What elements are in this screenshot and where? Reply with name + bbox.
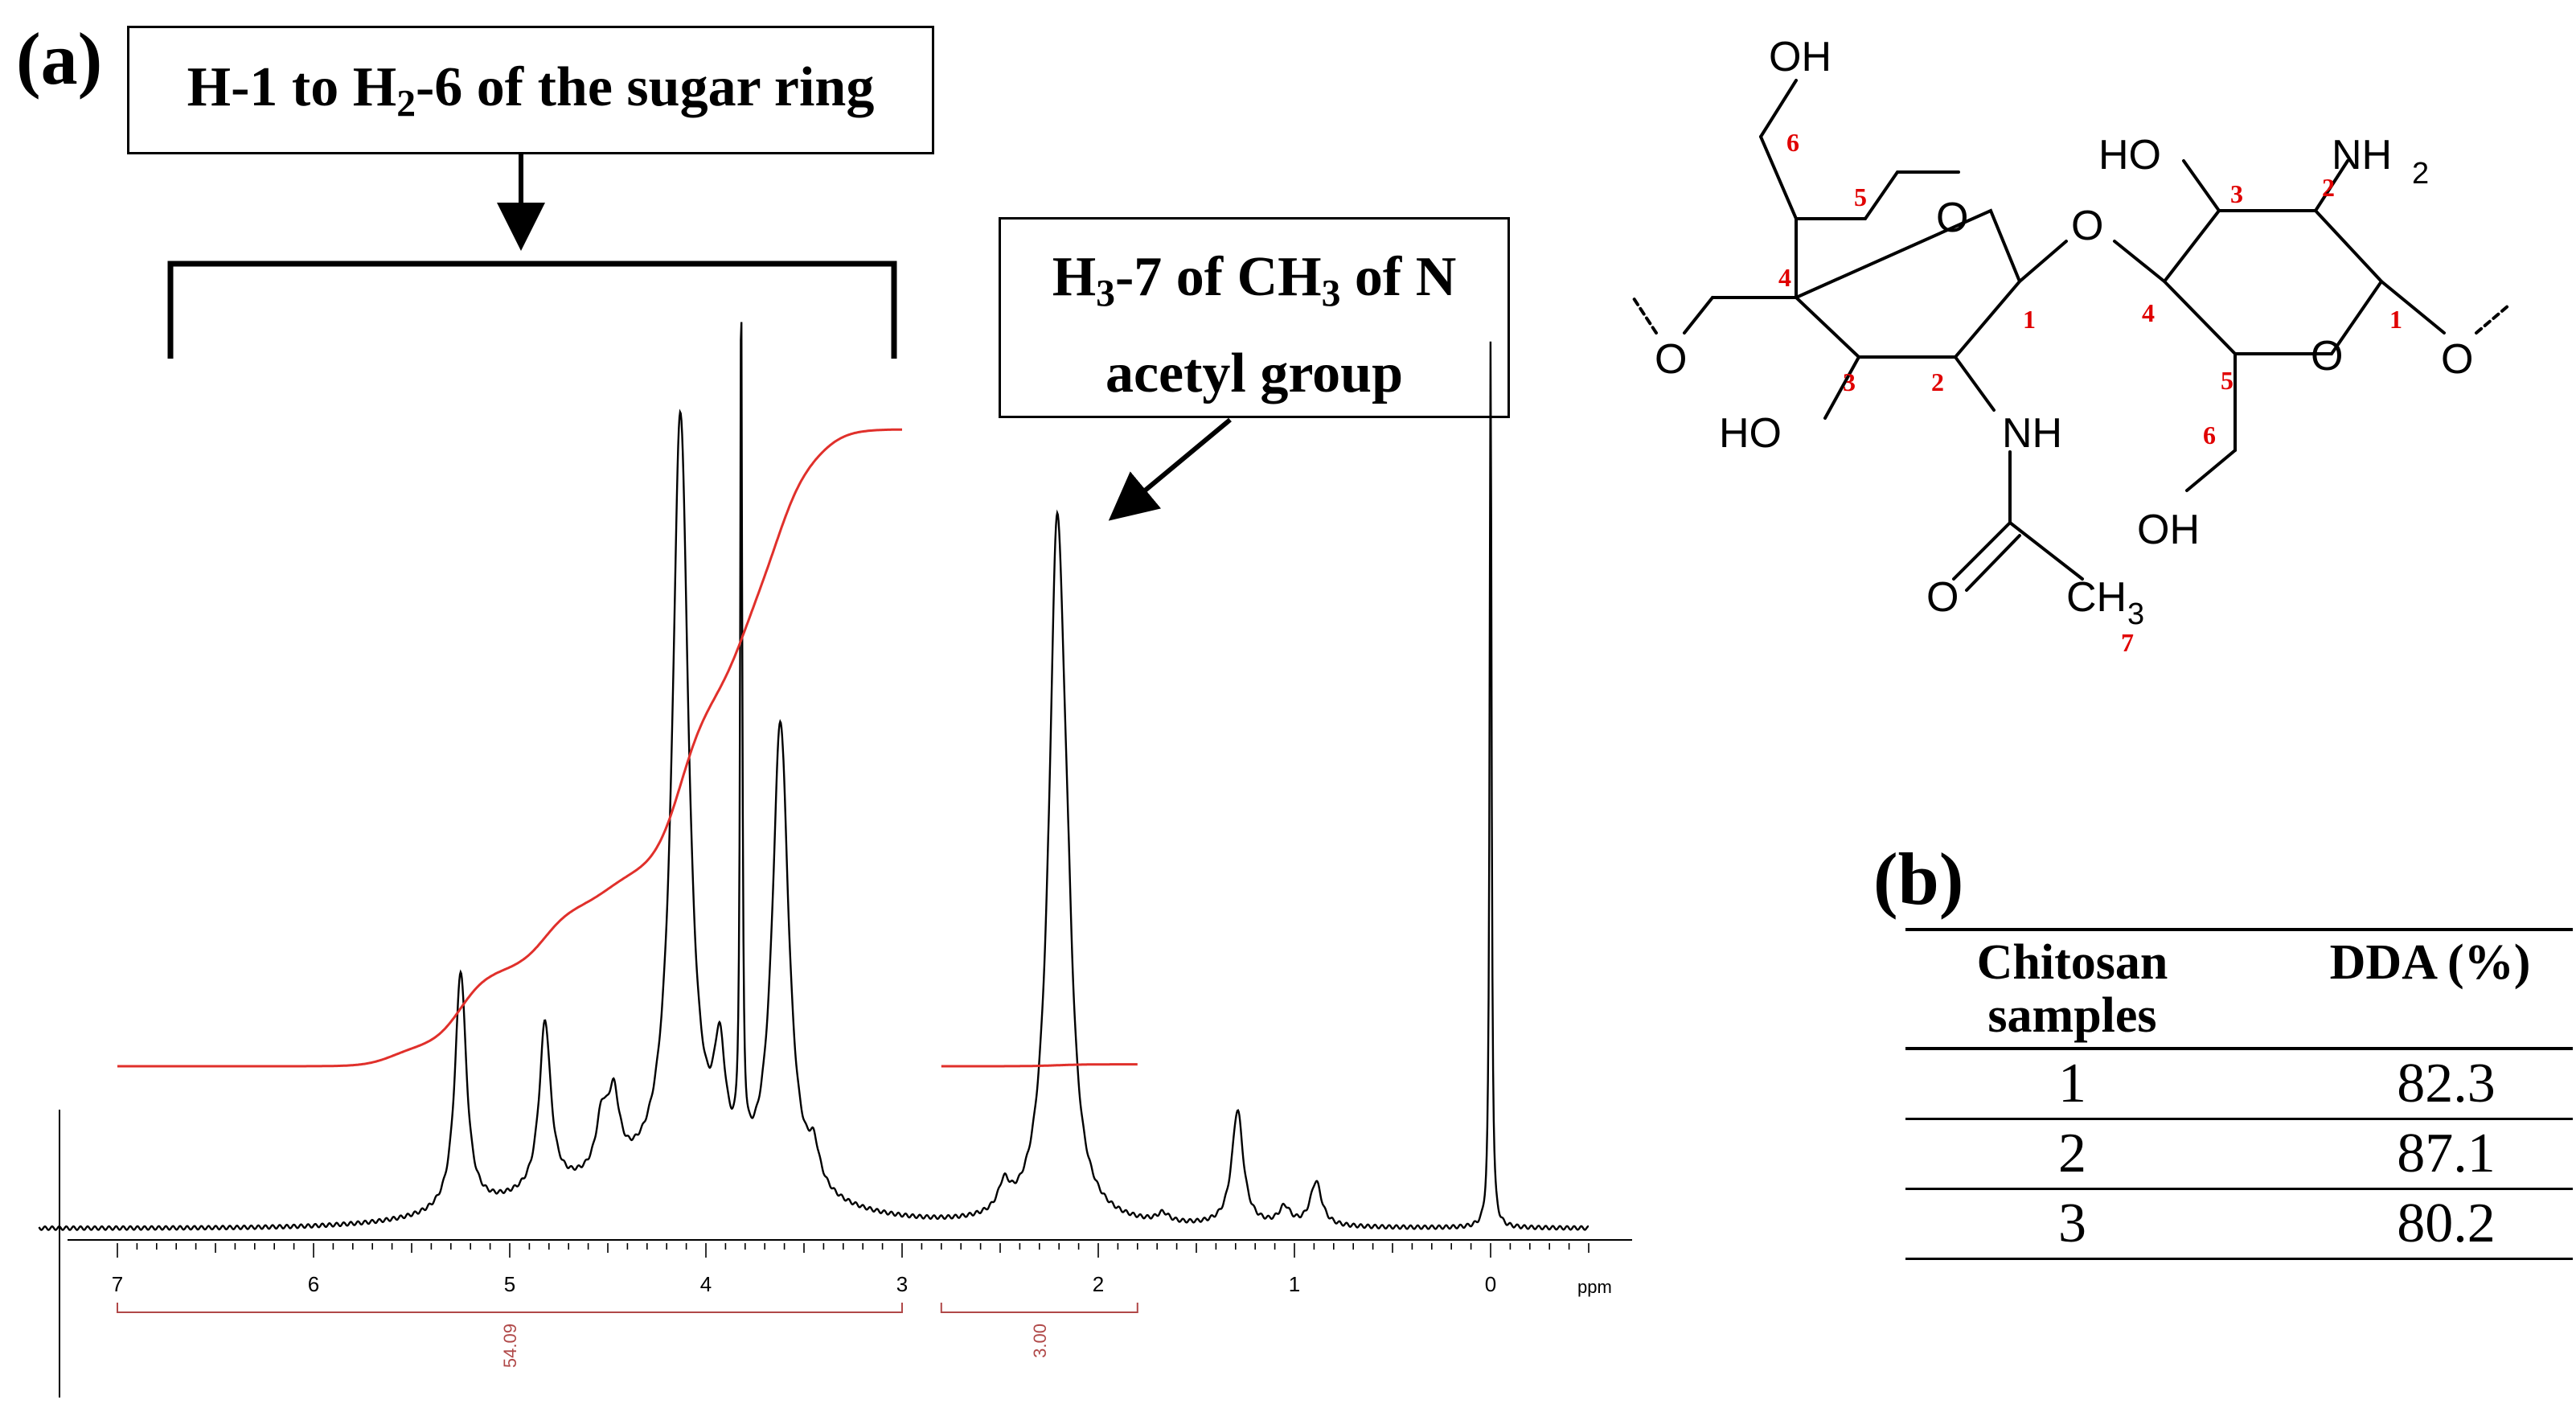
o-left-bond: [1683, 296, 1714, 335]
atom-ho-left: HO: [1719, 410, 1782, 457]
carbon-number: 1: [2023, 305, 2036, 334]
integral-brackets: 54.09 3.00: [117, 1303, 1138, 1368]
x-axis-unit: ppm: [1577, 1277, 1612, 1297]
x-tick-label: 7: [112, 1272, 123, 1296]
x-tick-label: 1: [1289, 1272, 1300, 1296]
callout-sugar-sub: 2: [396, 83, 416, 125]
callout-sugar-ring: H-1 to H2-6 of the sugar ring: [127, 26, 934, 154]
c2-nh2-bond: [2314, 159, 2349, 212]
header-line: samples: [1987, 988, 2157, 1043]
callout-sugar-suffix: -6 of the sugar ring: [415, 56, 875, 118]
carbon-number: 6: [1786, 128, 1799, 157]
x-tick-label: 5: [504, 1272, 515, 1296]
atom-ch3: CH: [2066, 574, 2127, 621]
glycosidic-bond-2: [2113, 240, 2166, 283]
atom-o-left: O: [1655, 336, 1687, 383]
panel-a-label: (a): [16, 18, 103, 100]
spectrum-plot: 7 6 5 4 3 2 1 0 ppm 54.09 3.00: [38, 322, 1632, 1398]
c6-bond: [1759, 135, 1798, 220]
carbon-number: 3: [1843, 367, 1856, 396]
x-tick-label: 4: [700, 1272, 712, 1296]
carbon-number: 7: [2121, 628, 2134, 657]
atom-o-carbonyl: O: [1926, 574, 1959, 621]
atom-ho-right: HO: [2098, 132, 2161, 179]
carbon-number: 5: [2221, 366, 2233, 395]
x-tick-label: 6: [308, 1272, 319, 1296]
atom-nh2-sub: 2: [2412, 157, 2429, 191]
integral-bracket: [117, 1303, 903, 1313]
atom-nh-left: NH: [2002, 410, 2062, 457]
integral-value: 54.09: [500, 1324, 520, 1368]
x-tick-label: 0: [1485, 1272, 1496, 1296]
c2-nh-bond: [1954, 355, 1996, 412]
callout-acetyl-line2: acetyl group: [1105, 343, 1404, 405]
callout-acetyl: H3-7 of CH3 of N acetyl group: [999, 217, 1510, 418]
callout-acetyl-line1: H3-7 of CH3 of N: [1052, 246, 1457, 315]
atom-o-bridge: O: [2071, 203, 2103, 249]
table-row: 1 82.3: [1905, 1049, 2573, 1119]
header-line: DDA (%): [2329, 935, 2531, 990]
carbon-number: 5: [1854, 183, 1867, 211]
acetyl-arrow: [1108, 417, 1232, 521]
atom-o-ring-left: O: [1936, 195, 1968, 241]
carbon-number: 1: [2389, 305, 2402, 334]
atom-o-ring-right: O: [2311, 333, 2343, 380]
x-axis-ticks: 7 6 5 4 3 2 1 0: [112, 1243, 1589, 1296]
integral-curve: [117, 428, 902, 1068]
right-ring-bonds: [2162, 209, 2384, 355]
x-tick-label: 3: [896, 1272, 908, 1296]
c1-o-bond: [2380, 280, 2446, 335]
atom-nh2-right: NH: [2332, 132, 2392, 179]
table-cell: 80.2: [2397, 1192, 2496, 1254]
c3-oh-bond: [1823, 355, 1860, 420]
panel-b-label: (b): [1873, 838, 1964, 920]
table-cell: 2: [2058, 1123, 2086, 1184]
table-cell: 82.3: [2397, 1053, 2496, 1114]
header-chitosan-samples: Chitosan samples: [1905, 930, 2239, 1049]
header-dda: DDA (%): [2239, 930, 2573, 1049]
table-cell: 87.1: [2397, 1123, 2496, 1184]
glycosidic-bond-1: [2018, 240, 2068, 283]
c3-ho-bond: [2182, 159, 2221, 212]
table-cell: 1: [2058, 1053, 2086, 1114]
c6-oh-bond-right: [2185, 449, 2237, 492]
atom-ch3-sub: 3: [2127, 597, 2144, 631]
carbon-number: 3: [2230, 179, 2243, 208]
co-bond: [1952, 521, 2012, 581]
atom-oh-top: OH: [1769, 34, 1832, 80]
integral-curve: [941, 1063, 1138, 1068]
carbon-number: 2: [2322, 173, 2335, 202]
c-ch3-bond: [2008, 521, 2084, 581]
chitosan-structure: [1631, 79, 2510, 592]
atom-oh-bottom: OH: [2137, 507, 2200, 553]
table-cell: 3: [2058, 1192, 2086, 1254]
integral-curves: [117, 428, 1138, 1068]
carbon-number: 4: [2142, 298, 2155, 327]
carbon-number: 4: [1778, 263, 1791, 292]
co-double-bond: [1965, 534, 2021, 592]
chain-continuation-right: [2475, 304, 2510, 335]
header-line: Chitosan: [1976, 935, 2168, 990]
chain-continuation-left: [1631, 294, 1658, 335]
integral-bracket: [940, 1303, 1138, 1313]
table-header-row: Chitosan samples DDA (%): [1905, 930, 2573, 1049]
carbon-number: 6: [2203, 421, 2216, 449]
spectrum-line: [38, 322, 1589, 1231]
dda-table: Chitosan samples DDA (%) 1 82.3 2 87.1 3…: [1905, 928, 2573, 1260]
integral-value: 3.00: [1030, 1324, 1050, 1358]
callout-sugar-prefix: H-1 to H: [187, 56, 397, 118]
sugar-bracket: [167, 261, 897, 359]
atom-o-right: O: [2441, 336, 2473, 383]
carbon-number: 2: [1931, 367, 1944, 396]
table-row: 3 80.2: [1905, 1189, 2573, 1259]
x-tick-label: 2: [1093, 1272, 1104, 1296]
left-ring-bonds: [1793, 170, 2022, 359]
c6-oh-bond: [1759, 79, 1798, 138]
table-row: 2 87.1: [1905, 1119, 2573, 1189]
